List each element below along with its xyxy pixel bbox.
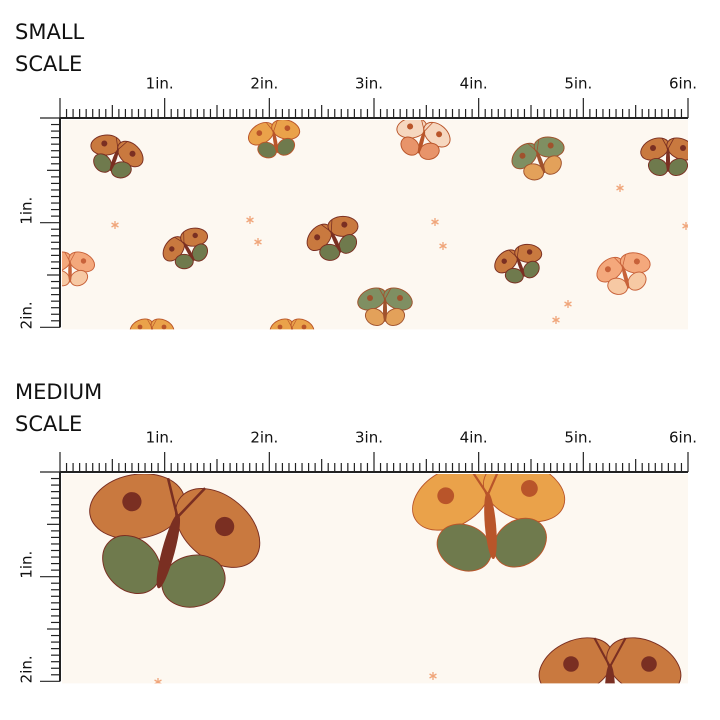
ruler-label: 1in. bbox=[18, 551, 36, 579]
butterfly bbox=[511, 136, 565, 181]
ruler-label: 2in. bbox=[250, 75, 278, 93]
section-title: MEDIUM bbox=[15, 380, 102, 404]
ruler-label: 3in. bbox=[355, 75, 383, 93]
star bbox=[616, 184, 624, 192]
butterfly bbox=[494, 243, 543, 284]
star bbox=[431, 218, 439, 226]
ruler-label: 5in. bbox=[564, 75, 592, 93]
star bbox=[439, 242, 447, 250]
ruler-label: 2in. bbox=[250, 429, 278, 447]
section-title: SCALE bbox=[15, 412, 82, 436]
star bbox=[429, 672, 437, 680]
butterfly bbox=[90, 134, 144, 179]
ruler-label: 6in. bbox=[669, 75, 697, 93]
ruler-label: 4in. bbox=[460, 75, 488, 93]
ruler-label: 4in. bbox=[460, 429, 488, 447]
butterfly bbox=[412, 474, 566, 572]
ruler-label: 5in. bbox=[564, 429, 592, 447]
butterfly bbox=[357, 287, 413, 327]
ruler-label: 1in. bbox=[146, 429, 174, 447]
fabric-pattern bbox=[62, 120, 688, 330]
fabric-pattern bbox=[89, 474, 682, 684]
ruler-label: 3in. bbox=[355, 429, 383, 447]
butterfly bbox=[396, 120, 451, 160]
star bbox=[564, 300, 572, 308]
star bbox=[111, 221, 119, 229]
ruler-label: 6in. bbox=[669, 429, 697, 447]
ruler-label: 1in. bbox=[18, 197, 36, 225]
star bbox=[254, 238, 262, 246]
butterfly bbox=[247, 120, 301, 159]
ruler-label: 2in. bbox=[18, 655, 36, 683]
butterfly bbox=[306, 215, 359, 261]
butterfly bbox=[596, 252, 651, 295]
star bbox=[552, 316, 560, 324]
section-title: SMALL bbox=[15, 20, 85, 44]
star bbox=[154, 678, 162, 684]
butterfly bbox=[62, 251, 95, 287]
butterfly bbox=[538, 637, 682, 684]
butterfly bbox=[89, 474, 261, 608]
ruler-label: 1in. bbox=[146, 75, 174, 93]
butterfly bbox=[640, 137, 688, 177]
butterfly bbox=[129, 318, 175, 330]
section-title: SCALE bbox=[15, 52, 82, 76]
butterfly bbox=[162, 227, 209, 270]
butterfly bbox=[269, 318, 315, 330]
star bbox=[246, 216, 254, 224]
star bbox=[682, 222, 688, 230]
ruler-label: 2in. bbox=[18, 301, 36, 329]
